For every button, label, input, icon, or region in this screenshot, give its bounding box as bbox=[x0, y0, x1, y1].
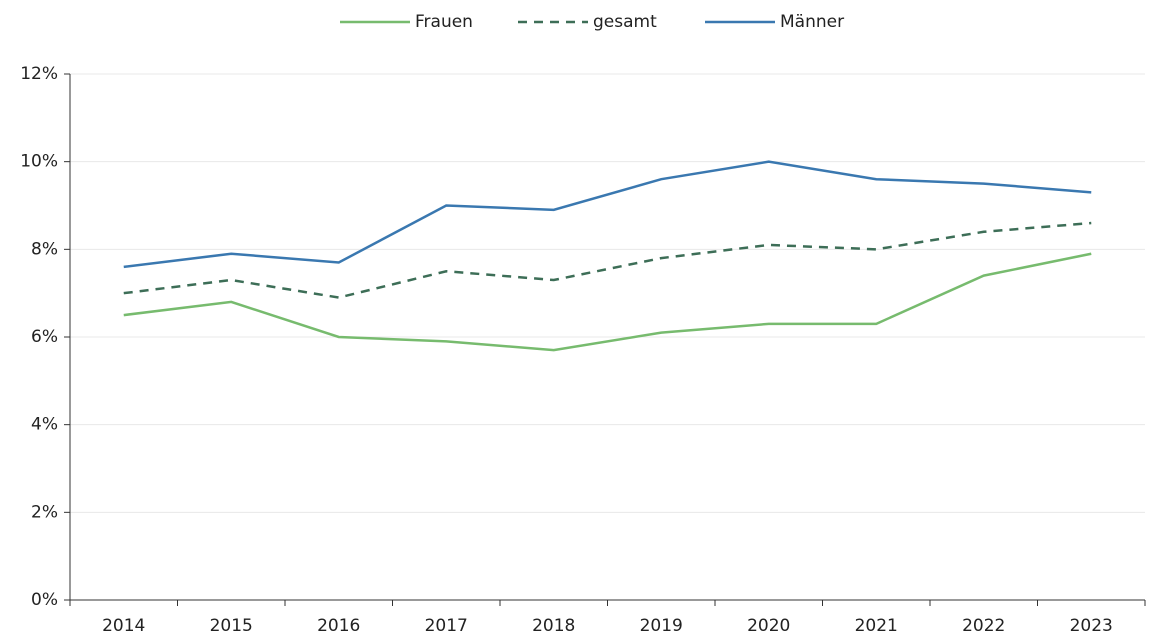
x-tick-label: 2018 bbox=[532, 616, 575, 634]
x-tick-label: 2019 bbox=[640, 616, 683, 634]
series-line bbox=[123, 160, 1092, 269]
y-tick-label: 12% bbox=[20, 64, 58, 84]
legend-label: Frauen bbox=[415, 12, 473, 32]
x-tick-label: 2020 bbox=[747, 616, 790, 634]
legend-label: gesamt bbox=[593, 12, 657, 32]
y-tick-label: 6% bbox=[31, 327, 58, 347]
x-tick-label: 2016 bbox=[317, 616, 360, 634]
x-tick-label: 2014 bbox=[102, 616, 145, 634]
y-tick-label: 0% bbox=[31, 590, 58, 610]
y-tick-label: 4% bbox=[31, 415, 58, 435]
y-tick-label: 2% bbox=[31, 502, 58, 522]
x-tick-label: 2022 bbox=[962, 616, 1005, 634]
y-tick-label: 8% bbox=[31, 239, 58, 259]
legend-label: Männer bbox=[780, 12, 844, 32]
x-tick-label: 2021 bbox=[855, 616, 898, 634]
series-line bbox=[123, 252, 1092, 352]
series-line bbox=[123, 221, 1092, 299]
x-tick-label: 2017 bbox=[425, 616, 468, 634]
y-tick-label: 10% bbox=[20, 152, 58, 172]
x-tick-label: 2015 bbox=[210, 616, 253, 634]
x-tick-label: 2023 bbox=[1070, 616, 1113, 634]
